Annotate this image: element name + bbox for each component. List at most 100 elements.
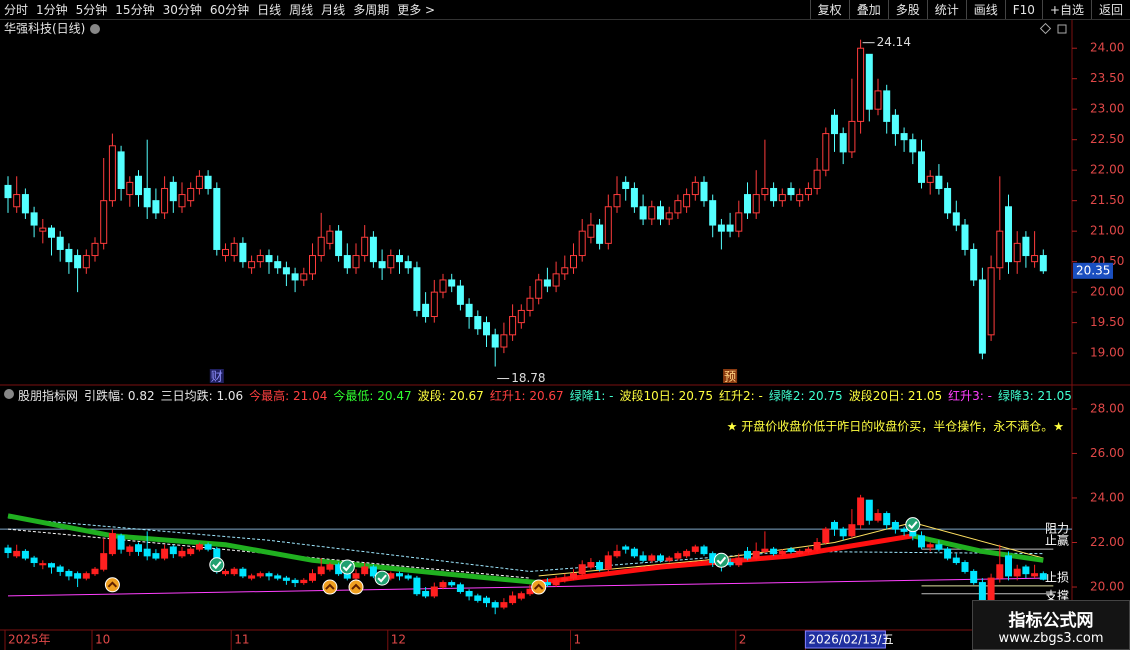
watermark: 指标公式网 www.zbgs3.com [972,600,1130,650]
candle-body [500,334,508,348]
candle-body [48,227,55,238]
candle-body [291,579,299,584]
y-tick-label: 28.00 [1090,401,1124,415]
candle-body [430,586,438,597]
candle-body [126,546,134,552]
x-tick-label: 12 [391,633,406,647]
tool-button[interactable]: 复权 [809,0,849,19]
candle-body [82,573,90,579]
candle-body [230,568,238,575]
candle-body [13,550,21,557]
candle-body [622,181,630,189]
period-tab[interactable]: 月线 [321,3,346,17]
candle-body [996,230,1004,269]
signal-glyph [325,583,335,590]
menu-icon[interactable] [4,389,14,399]
candle-body [761,187,769,196]
candle-body [48,563,55,568]
candle-body [822,528,830,543]
indicator-line [538,521,1044,577]
y-tick-label: 20.00 [1090,580,1124,594]
candle-body [152,553,160,559]
candle-body [552,579,560,586]
period-tab[interactable]: 多周期 [353,3,390,17]
tool-button[interactable]: 画线 [965,0,1005,19]
candle-body [648,555,656,561]
candle-body [691,181,699,196]
candle-body [961,224,969,250]
period-tab[interactable]: 日线 [257,3,282,17]
period-tab[interactable]: 1分钟 [36,3,68,17]
candle-body [561,267,569,275]
candle-body [74,573,82,579]
candle-body [813,169,821,189]
tool-button[interactable]: 多股 [887,0,927,19]
candle-body [744,550,751,559]
candle-body [648,206,656,220]
tool-button[interactable]: F10 [1004,0,1042,19]
candle-body [996,564,1004,579]
candle-body [770,548,778,555]
icon[interactable] [1057,24,1067,34]
candle-body [570,573,577,579]
candle-body [161,187,169,214]
tool-buttons: 复权 叠加 多股 统计 画线 F10 +自选 返回 [809,0,1130,19]
signal-glyph [716,556,727,565]
icon[interactable] [1039,22,1052,35]
tool-button[interactable]: 统计 [926,0,966,19]
candle-body [117,535,125,550]
x-tick-label: 2025年 [8,633,51,647]
candle-body [56,236,64,250]
period-tab[interactable]: 更多 > [397,3,436,17]
period-tab[interactable]: 30分钟 [162,3,202,17]
candle-body [883,90,891,122]
candle-body [343,255,351,269]
period-tab[interactable]: 分时 [4,3,29,17]
candle-body [857,47,865,122]
event-marker [723,369,738,383]
y-tick-label: 22.00 [1090,163,1124,177]
candle-body [161,548,169,559]
tool-button[interactable]: 返回 [1090,0,1130,19]
candle-body [274,575,282,579]
period-tab[interactable]: 60分钟 [209,3,250,17]
candle-body [752,550,760,559]
candle-body [195,175,203,189]
tool-button[interactable]: 叠加 [848,0,888,19]
candle-body [509,595,517,604]
signal-glyph [107,581,118,588]
x-tick-label: 2 [739,633,747,647]
period-tab[interactable]: 15分钟 [115,3,155,17]
indicator-value: 红升2: - [719,389,763,403]
candle-body [935,175,943,189]
candle-body [74,255,82,269]
candle-body [100,553,108,570]
note: ★ 开盘价收盘价低于昨日的收盘价买，半仓操作，永不满仓。★ [727,419,1064,434]
candle-body [961,562,969,572]
candle-body [865,53,873,110]
level-label: 阻力 [1045,522,1069,536]
period-tabs: 分时 1分钟 5分钟 15分钟 30分钟 60分钟 日线 周线 月线 多周期 更多 > [0,0,439,19]
candle-body [21,194,29,214]
period-tab[interactable]: 周线 [289,3,314,17]
candle-body [1022,566,1030,575]
menu-icon[interactable] [90,24,100,34]
indicator-value: 绿降1: - [569,389,614,403]
y-tick-label: 22.00 [1090,535,1124,549]
candle-body [883,513,891,526]
tool-button[interactable]: +自选 [1041,0,1091,19]
candle-body [926,544,934,548]
signal-glyph [212,561,222,570]
period-tab[interactable]: 5分钟 [75,3,108,17]
indicator-header: 股朋指标网 引跌幅: 0.82 三日均跌: 1.06 今最高: 21.04 今最低: 2… [4,387,1072,404]
candle-body [369,566,377,577]
candle-body [108,533,116,555]
candle-body [900,528,908,532]
candle-body [291,273,299,281]
candle-body [326,230,334,244]
sell-signal [209,557,225,573]
candle-body [282,577,290,581]
candle-body [952,212,960,226]
candle-body [500,602,508,608]
